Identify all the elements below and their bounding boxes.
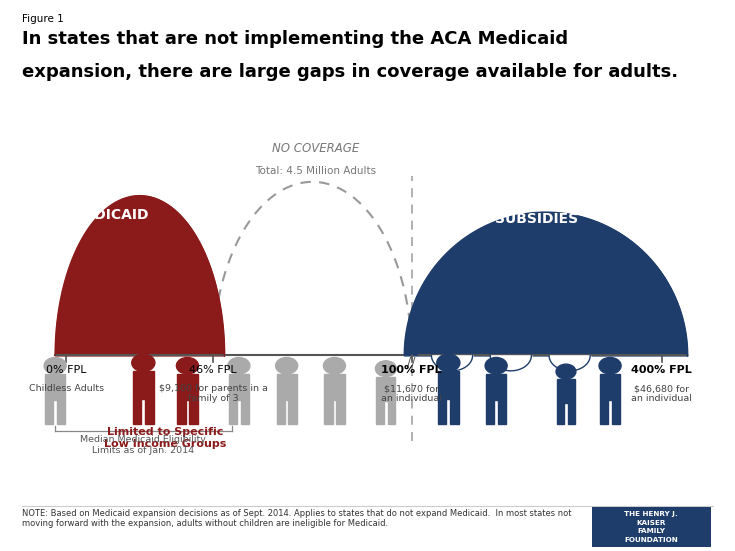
Circle shape [437,354,460,371]
Text: Childless Adults: Childless Adults [29,384,104,393]
Bar [177,374,198,400]
Text: Total: 4.5 Million Adults: Total: 4.5 Million Adults [256,166,376,176]
Bar [276,400,284,424]
Circle shape [44,358,66,374]
Circle shape [376,361,396,376]
Text: $46,680 for
an individual: $46,680 for an individual [631,384,692,403]
Text: NOTE: Based on Medicaid expansion decisions as of Sept. 2014. Applies to states : NOTE: Based on Medicaid expansion decisi… [22,509,572,528]
Bar [133,371,154,399]
Text: THE HENRY J.
KAISER
FAMILY
FOUNDATION: THE HENRY J. KAISER FAMILY FOUNDATION [624,511,678,543]
Bar [387,401,395,424]
Circle shape [323,358,345,374]
Bar [229,374,249,400]
Circle shape [556,364,576,379]
Bar [241,400,249,424]
Bar [438,371,459,399]
Text: In states that are not implementing the ACA Medicaid: In states that are not implementing the … [22,30,568,48]
Bar [324,374,345,400]
Circle shape [485,358,507,374]
Bar [190,400,198,424]
Circle shape [599,358,621,374]
Bar [567,403,575,424]
Text: 0% FPL: 0% FPL [46,365,87,375]
Circle shape [276,358,298,374]
Bar [45,400,54,424]
Circle shape [132,354,155,371]
Bar [600,374,620,400]
Bar [486,400,494,424]
Text: Median Medicaid Eligibility
Limits as of Jan. 2014: Median Medicaid Eligibility Limits as of… [80,435,207,455]
Text: MEDICAID: MEDICAID [71,208,149,222]
Text: $11,670 for
an individual: $11,670 for an individual [381,384,442,403]
Bar [336,400,345,424]
Bar [451,399,459,424]
Bar [57,400,65,424]
Bar [376,401,384,424]
Text: Figure 1: Figure 1 [22,14,64,24]
Text: $9,100 for parents in a
family of 3: $9,100 for parents in a family of 3 [159,384,268,403]
Text: expansion, there are large gaps in coverage available for adults.: expansion, there are large gaps in cover… [22,63,678,82]
Text: 400% FPL: 400% FPL [631,365,692,375]
Bar [557,379,575,403]
Bar [498,400,506,424]
Bar [229,400,237,424]
Bar [612,400,620,424]
Bar [376,376,395,401]
Text: 46% FPL: 46% FPL [190,365,237,375]
Bar [288,400,297,424]
FancyBboxPatch shape [592,507,711,547]
Bar [45,374,65,400]
Text: Limited to Specific
Low Income Groups: Limited to Specific Low Income Groups [104,427,226,449]
Bar [276,374,297,400]
Bar [177,400,185,424]
Text: MARKETPLACE
SUBSIDIES: MARKETPLACE SUBSIDIES [479,193,594,225]
Text: //: // [407,355,416,369]
Bar [146,399,154,424]
Circle shape [228,358,250,374]
Bar [486,374,506,400]
Circle shape [176,358,198,374]
Bar [438,399,446,424]
Text: NO COVERAGE: NO COVERAGE [273,142,359,155]
Text: 100% FPL: 100% FPL [381,365,442,375]
Bar [557,403,564,424]
Bar [133,399,141,424]
Bar [600,400,609,424]
Bar [324,400,332,424]
